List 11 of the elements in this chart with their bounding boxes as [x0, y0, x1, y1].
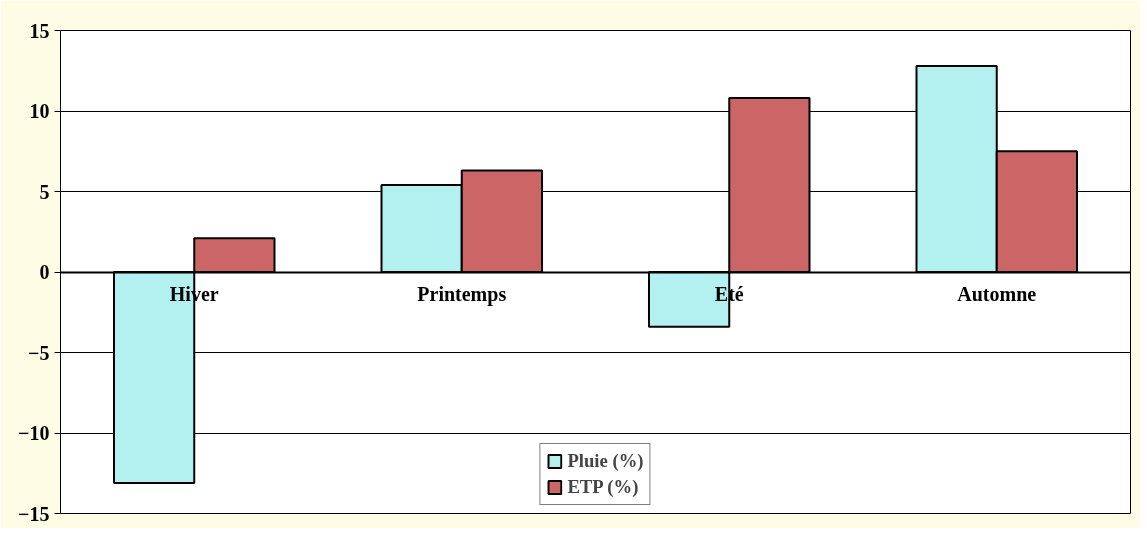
y-tick-label: −10 [18, 422, 50, 444]
x-tick-label: Printemps [417, 283, 507, 306]
legend-label: ETP (%) [567, 476, 639, 498]
y-tick-label: 5 [39, 180, 50, 203]
y-tick-label: 0 [39, 261, 50, 283]
y-tick-label: 10 [29, 100, 50, 122]
legend-label: Pluie (%) [567, 450, 644, 472]
y-tick-label: −15 [18, 502, 50, 525]
x-tick-label: Automne [957, 283, 1037, 305]
y-tick-label: −5 [28, 341, 50, 364]
y-tick-label: 15 [29, 19, 50, 42]
